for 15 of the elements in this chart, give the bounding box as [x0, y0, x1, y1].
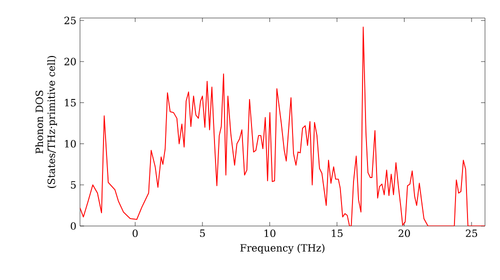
x-axis-title: Frequency (THz): [240, 244, 324, 254]
x-tick-label: 15: [332, 230, 343, 238]
x-tick-label: 5: [200, 230, 205, 237]
y-tick-label: 0: [70, 222, 76, 230]
y-tick-label: 25: [64, 16, 76, 24]
y-tick-label: 15: [65, 98, 76, 106]
x-tick-label: 20: [398, 230, 410, 238]
x-tick-label: 0: [132, 230, 138, 238]
line-series: [80, 26, 486, 226]
x-tick-label: 25: [466, 230, 478, 238]
x-tick-label: 10: [264, 230, 276, 238]
y-tick-label: 5: [70, 181, 76, 189]
y-axis-title: Phonon DOS (States/THz·primitive cell): [35, 56, 57, 188]
y-tick-label: 20: [64, 58, 76, 66]
y-tick-label: 10: [65, 140, 76, 148]
